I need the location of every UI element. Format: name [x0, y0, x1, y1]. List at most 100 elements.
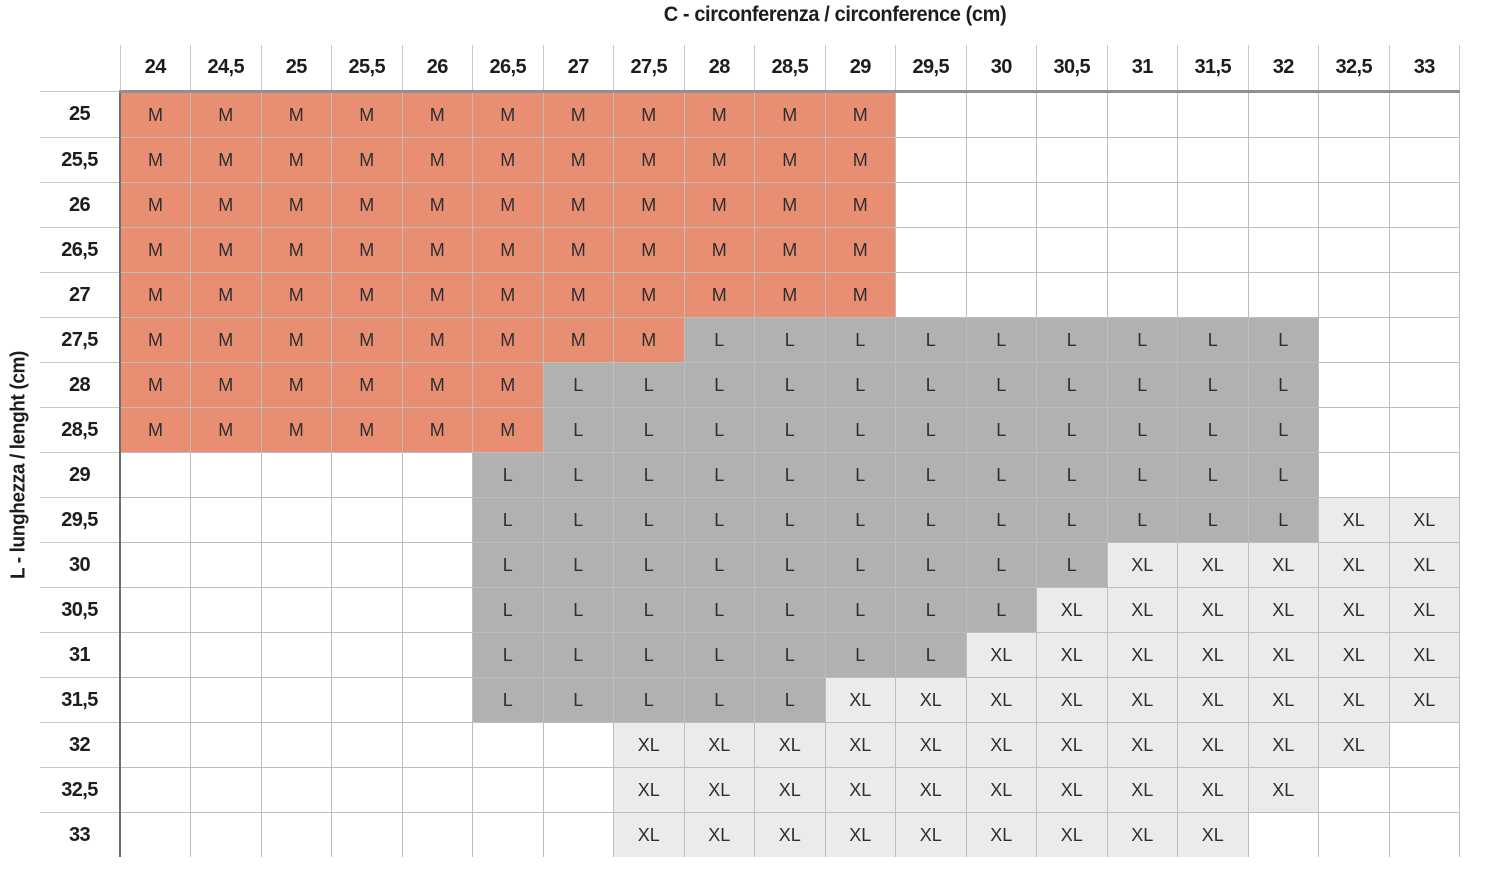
size-cell: M — [683, 137, 755, 183]
empty-cell — [119, 452, 191, 498]
empty-cell — [260, 542, 332, 588]
empty-cell — [331, 497, 403, 543]
empty-cell — [1036, 227, 1108, 273]
size-cell: XL — [824, 767, 896, 813]
header-row: 24 24,5 25 25,5 26 26,5 27 27,5 28 28,5 29 29,5 30 30… — [40, 45, 1460, 93]
empty-cell — [965, 182, 1037, 228]
size-cell: M — [472, 272, 544, 318]
size-cell: M — [119, 272, 191, 318]
size-cell: L — [965, 497, 1037, 543]
empty-cell — [1318, 767, 1390, 813]
size-cell: L — [472, 542, 544, 588]
empty-cell — [1106, 272, 1178, 318]
size-cell: M — [754, 272, 826, 318]
size-cell: L — [1177, 317, 1249, 363]
size-cell: M — [401, 91, 473, 138]
size-cell: M — [613, 227, 685, 273]
table-row: 31 L L L L L L L XL XL XL XL XL XL XL — [40, 632, 1460, 678]
empty-cell — [1247, 812, 1319, 857]
size-cell: M — [190, 317, 262, 363]
empty-cell — [190, 677, 262, 723]
size-cell: XL — [965, 632, 1037, 678]
size-cell: L — [824, 362, 896, 408]
empty-cell — [260, 497, 332, 543]
size-cell: XL — [613, 767, 685, 813]
empty-cell — [1106, 227, 1178, 273]
empty-cell — [190, 632, 262, 678]
empty-cell — [542, 767, 614, 813]
empty-cell — [119, 497, 191, 543]
empty-cell — [331, 677, 403, 723]
size-cell: M — [542, 227, 614, 273]
size-cell: L — [1247, 407, 1319, 453]
size-cell: L — [472, 452, 544, 498]
size-cell: M — [190, 272, 262, 318]
column-header: 31,5 — [1177, 45, 1249, 93]
size-cell: XL — [1247, 542, 1319, 588]
size-cell: XL — [1106, 722, 1178, 768]
size-cell: L — [683, 587, 755, 633]
table-row: 27 M M M M M M M M M M M — [40, 272, 1460, 318]
size-cell: L — [895, 317, 967, 363]
size-cell: L — [754, 317, 826, 363]
size-cell: XL — [1318, 497, 1390, 543]
size-cell: M — [331, 91, 403, 138]
size-cell: L — [895, 452, 967, 498]
table-row: 31,5 L L L L L XL XL XL XL XL XL XL XL XL — [40, 677, 1460, 723]
size-cell: M — [613, 182, 685, 228]
size-cell: M — [472, 362, 544, 408]
row-header: 30,5 — [40, 587, 121, 633]
size-cell: L — [824, 542, 896, 588]
size-cell: L — [824, 587, 896, 633]
size-cell: M — [260, 362, 332, 408]
size-cell: XL — [1318, 722, 1390, 768]
empty-cell — [1318, 812, 1390, 857]
empty-cell — [895, 272, 967, 318]
size-cell: L — [1247, 362, 1319, 408]
size-cell: L — [895, 632, 967, 678]
size-cell: L — [542, 677, 614, 723]
empty-cell — [1388, 137, 1460, 183]
column-header: 28 — [683, 45, 755, 93]
size-cell: L — [1177, 362, 1249, 408]
size-cell: M — [190, 182, 262, 228]
table-row: 27,5 M M M M M M M M L L L L L L L L L — [40, 317, 1460, 363]
size-cell: L — [895, 497, 967, 543]
empty-cell — [331, 452, 403, 498]
size-cell: M — [754, 91, 826, 138]
row-header: 30 — [40, 542, 121, 588]
row-header: 29 — [40, 452, 121, 498]
size-cell: L — [895, 542, 967, 588]
size-cell: M — [824, 272, 896, 318]
size-cell: M — [683, 272, 755, 318]
size-cell: M — [119, 91, 191, 138]
column-header: 30 — [965, 45, 1037, 93]
empty-cell — [401, 677, 473, 723]
empty-cell — [401, 452, 473, 498]
column-header: 26 — [401, 45, 473, 93]
empty-cell — [190, 587, 262, 633]
size-cell: M — [190, 362, 262, 408]
size-cell: L — [1247, 452, 1319, 498]
empty-cell — [190, 812, 262, 857]
column-header: 24 — [119, 45, 191, 93]
size-cell: L — [965, 452, 1037, 498]
empty-cell — [1388, 272, 1460, 318]
empty-cell — [1036, 272, 1108, 318]
size-cell: M — [260, 407, 332, 453]
size-cell: M — [331, 317, 403, 363]
row-header: 28,5 — [40, 407, 121, 453]
row-header: 28 — [40, 362, 121, 408]
size-cell: M — [119, 227, 191, 273]
size-cell: M — [401, 272, 473, 318]
empty-cell — [260, 722, 332, 768]
table-row: 30,5 L L L L L L L L XL XL XL XL XL XL — [40, 587, 1460, 633]
size-cell: M — [824, 91, 896, 138]
size-cell: M — [260, 91, 332, 138]
size-cell: M — [401, 317, 473, 363]
column-header: 25 — [260, 45, 332, 93]
size-cell: XL — [1106, 542, 1178, 588]
size-cell: M — [401, 362, 473, 408]
empty-cell — [331, 632, 403, 678]
column-header: 27 — [542, 45, 614, 93]
